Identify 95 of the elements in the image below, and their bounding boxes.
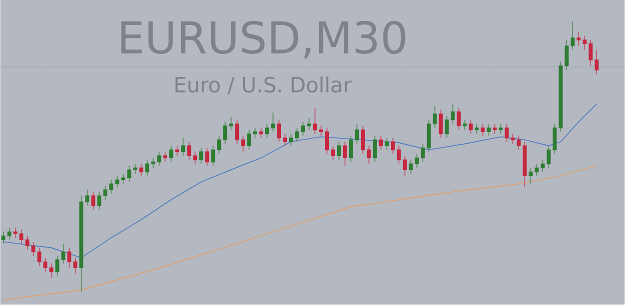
candlestick bbox=[187, 141, 192, 160]
candlestick bbox=[25, 236, 30, 250]
candlestick bbox=[576, 32, 581, 46]
candlestick bbox=[7, 227, 12, 240]
candlestick bbox=[133, 164, 138, 174]
candlestick bbox=[217, 135, 222, 154]
candlestick bbox=[504, 124, 509, 142]
candlestick bbox=[354, 124, 359, 144]
candlestick bbox=[181, 138, 186, 156]
candlestick bbox=[259, 128, 264, 138]
candlestick bbox=[13, 227, 18, 238]
candlestick bbox=[229, 116, 234, 130]
candlestick bbox=[199, 148, 204, 164]
candlestick bbox=[109, 179, 114, 194]
candlestick bbox=[151, 158, 156, 168]
candlestick bbox=[103, 185, 108, 200]
candlestick bbox=[247, 130, 252, 150]
candlestick bbox=[390, 138, 395, 154]
candlestick bbox=[253, 128, 258, 138]
candlestick bbox=[283, 134, 287, 146]
candlestick bbox=[528, 168, 533, 184]
candlestick bbox=[408, 159, 413, 174]
candlestick bbox=[456, 108, 461, 130]
candlestick bbox=[313, 108, 317, 134]
candlestick bbox=[289, 134, 293, 146]
candlestick bbox=[516, 135, 521, 150]
candlestick bbox=[205, 148, 210, 166]
candlestick bbox=[91, 192, 96, 210]
candlestick bbox=[145, 159, 150, 176]
candlestick bbox=[378, 135, 383, 150]
candlestick bbox=[85, 189, 90, 206]
candlestick bbox=[301, 121, 305, 136]
candlestick bbox=[492, 124, 497, 134]
candlestick bbox=[360, 125, 365, 154]
candlestick bbox=[97, 192, 102, 210]
candlestick bbox=[193, 151, 198, 164]
candlestick bbox=[271, 112, 276, 132]
candlestick bbox=[19, 229, 24, 244]
candlestick bbox=[450, 104, 455, 124]
candlestick bbox=[169, 145, 174, 162]
candlestick bbox=[325, 128, 329, 154]
candlestick bbox=[522, 141, 527, 188]
candlestick bbox=[438, 110, 443, 138]
candlestick bbox=[534, 164, 539, 176]
candlestick bbox=[121, 174, 126, 184]
candlestick bbox=[486, 124, 491, 136]
candlestick bbox=[319, 125, 323, 136]
candlestick bbox=[211, 145, 216, 166]
candlestick bbox=[420, 144, 425, 162]
candlestick bbox=[480, 124, 485, 136]
candlestick bbox=[474, 124, 479, 134]
candlestick bbox=[510, 134, 515, 144]
candlestick bbox=[67, 247, 72, 268]
candlestick bbox=[444, 115, 449, 138]
candlestick bbox=[426, 120, 431, 152]
candlestick bbox=[348, 135, 353, 162]
candlestick bbox=[384, 138, 389, 150]
candlestick bbox=[366, 145, 371, 164]
candlestick bbox=[241, 135, 246, 152]
candlestick bbox=[235, 120, 240, 144]
candlestick bbox=[372, 135, 377, 162]
candlestick bbox=[127, 165, 132, 182]
candlestick bbox=[37, 247, 42, 266]
candlestick bbox=[277, 120, 282, 142]
candlestick bbox=[594, 50, 599, 74]
candlestick bbox=[396, 145, 401, 164]
candlestick bbox=[139, 164, 144, 176]
candlestick bbox=[564, 40, 569, 70]
candlestick bbox=[115, 175, 120, 188]
candlestick bbox=[265, 124, 270, 138]
candlestick bbox=[402, 155, 407, 176]
candlestick bbox=[49, 263, 54, 278]
candlestick bbox=[163, 151, 168, 162]
candlestick bbox=[73, 257, 78, 274]
candlestick bbox=[414, 154, 419, 168]
candlestick bbox=[295, 128, 299, 142]
candlestick bbox=[540, 159, 545, 172]
candlestick bbox=[43, 257, 48, 272]
candlestick bbox=[336, 141, 341, 160]
candlestick bbox=[223, 121, 228, 144]
candlestick bbox=[570, 22, 575, 50]
candlestick bbox=[307, 118, 311, 130]
candlestick bbox=[175, 145, 180, 156]
candlestick bbox=[462, 120, 467, 130]
candlestick bbox=[31, 242, 36, 256]
candlestick bbox=[330, 145, 335, 160]
candlestick bbox=[1, 232, 6, 244]
candlestick bbox=[468, 120, 473, 134]
candlestick bbox=[588, 40, 593, 66]
candlestick bbox=[582, 36, 587, 50]
candlestick bbox=[157, 151, 162, 166]
candlestick bbox=[342, 141, 347, 166]
candlestick bbox=[498, 124, 503, 134]
candlestick bbox=[432, 105, 437, 128]
candlestick bbox=[79, 195, 84, 292]
